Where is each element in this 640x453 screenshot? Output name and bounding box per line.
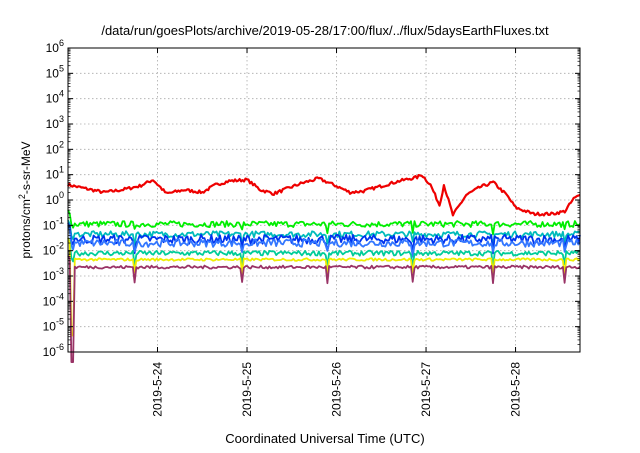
y-tick-exp: 2	[59, 139, 64, 149]
y-tick-label: 10-4	[43, 291, 64, 308]
y-tick-base: 10	[46, 168, 60, 182]
y-tick-base: 10	[43, 269, 57, 283]
y-tick-label: 10-1	[43, 215, 64, 232]
y-tick-exp: -3	[56, 266, 64, 276]
y-tick-base: 10	[43, 294, 57, 308]
x-tick-label: 2019-5-28	[509, 362, 523, 417]
y-tick-base: 10	[46, 193, 60, 207]
y-tick-exp: -2	[56, 241, 64, 251]
series-line-6	[67, 237, 581, 269]
series-line-5	[67, 224, 581, 258]
y-tick-label: 101	[46, 165, 64, 182]
x-tick-label: 2019-5-24	[151, 362, 165, 417]
y-tick-base: 10	[43, 218, 57, 232]
series-group	[67, 174, 581, 363]
series-line-4	[67, 222, 581, 255]
y-tick-label: 100	[46, 190, 64, 207]
y-tick-base: 10	[46, 117, 60, 131]
x-tick-label: 2019-5-26	[330, 362, 344, 417]
y-tick-exp: -5	[56, 317, 64, 327]
x-axis-label: Coordinated Universal Time (UTC)	[225, 431, 424, 446]
y-tick-label: 10-3	[43, 266, 64, 283]
y-tick-label: 102	[46, 139, 64, 156]
y-tick-exp: -1	[56, 215, 64, 225]
y-tick-exp: 4	[59, 89, 64, 99]
y-tick-label: 103	[46, 114, 64, 131]
x-tick-label: 2019-5-27	[419, 362, 433, 417]
y-tick-exp: 6	[59, 38, 64, 48]
grid	[68, 48, 580, 352]
y-tick-exp: 5	[59, 63, 64, 73]
series-line-1	[67, 174, 581, 217]
y-axis-label: protons/cm2-s-sr-MeV	[17, 141, 33, 258]
y-tick-label: 104	[46, 89, 64, 106]
y-tick-label: 105	[46, 63, 64, 80]
y-axis-label-post: -s-sr-MeV	[19, 141, 33, 194]
y-tick-exp: -6	[56, 342, 64, 352]
series-line-3	[67, 219, 581, 247]
y-tick-base: 10	[43, 320, 57, 334]
series-line-7	[67, 237, 581, 337]
y-tick-exp: 3	[59, 114, 64, 124]
x-axis-ticks: 2019-5-24 2019-5-25 2019-5-26 2019-5-27 2019…	[151, 48, 523, 417]
y-axis-ticks: 10-610-510-410-310-210-11001011021031041…	[43, 38, 580, 359]
y-tick-base: 10	[43, 345, 57, 359]
y-tick-exp: -4	[56, 291, 64, 301]
series-line-8	[67, 255, 581, 363]
y-tick-label: 106	[46, 38, 64, 55]
chart-title: /data/run/goesPlots/archive/2019-05-28/1…	[101, 23, 549, 38]
y-tick-base: 10	[46, 92, 60, 106]
y-tick-label: 10-6	[43, 342, 64, 359]
y-tick-base: 10	[46, 41, 60, 55]
series-line-2	[67, 209, 581, 236]
y-tick-label: 10-2	[43, 241, 64, 258]
y-tick-base: 10	[46, 66, 60, 80]
y-tick-exp: 1	[59, 165, 64, 175]
y-tick-base: 10	[46, 142, 60, 156]
y-axis-label-pre: protons/cm	[19, 199, 33, 258]
y-tick-exp: 0	[59, 190, 64, 200]
y-tick-base: 10	[43, 244, 57, 258]
y-tick-label: 10-5	[43, 317, 64, 334]
y-axis-label-sup: 2	[17, 194, 27, 199]
x-tick-label: 2019-5-25	[240, 362, 254, 417]
